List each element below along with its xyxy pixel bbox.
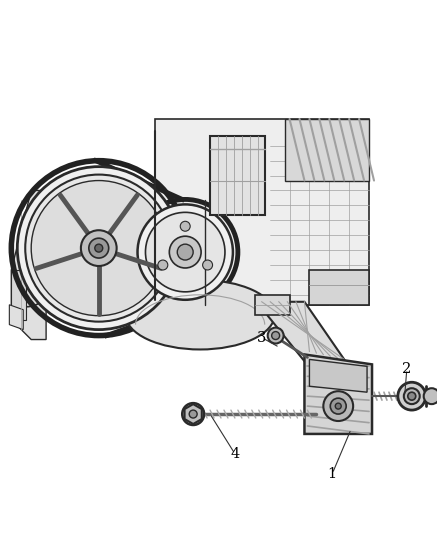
Circle shape: [182, 403, 204, 425]
Circle shape: [158, 260, 168, 270]
Circle shape: [188, 409, 198, 419]
Circle shape: [272, 332, 279, 340]
Circle shape: [203, 260, 212, 270]
Text: 2: 2: [402, 362, 411, 376]
Circle shape: [335, 403, 341, 409]
Circle shape: [145, 212, 225, 292]
Circle shape: [330, 398, 346, 414]
Polygon shape: [285, 119, 369, 181]
Circle shape: [31, 181, 166, 316]
Circle shape: [408, 392, 416, 400]
Circle shape: [89, 238, 109, 258]
Text: 1: 1: [328, 467, 337, 481]
Circle shape: [177, 244, 193, 260]
Polygon shape: [184, 404, 202, 424]
Text: 4: 4: [230, 447, 240, 461]
Circle shape: [25, 175, 172, 321]
Polygon shape: [309, 270, 369, 305]
Circle shape: [189, 410, 197, 418]
Polygon shape: [9, 305, 23, 329]
Circle shape: [424, 388, 438, 404]
Circle shape: [95, 244, 103, 252]
Circle shape: [170, 236, 201, 268]
Circle shape: [138, 204, 233, 300]
Polygon shape: [11, 270, 26, 320]
Circle shape: [268, 328, 283, 343]
Circle shape: [404, 388, 420, 404]
Circle shape: [323, 391, 353, 421]
Polygon shape: [11, 190, 46, 340]
Polygon shape: [155, 119, 369, 305]
Circle shape: [180, 221, 190, 231]
Polygon shape: [255, 295, 290, 314]
Circle shape: [81, 230, 117, 266]
Polygon shape: [304, 354, 372, 434]
Polygon shape: [262, 302, 344, 367]
Ellipse shape: [126, 280, 275, 350]
Polygon shape: [210, 136, 265, 215]
Circle shape: [17, 167, 180, 329]
Text: 3: 3: [257, 330, 266, 344]
Polygon shape: [309, 359, 367, 392]
Circle shape: [398, 382, 426, 410]
